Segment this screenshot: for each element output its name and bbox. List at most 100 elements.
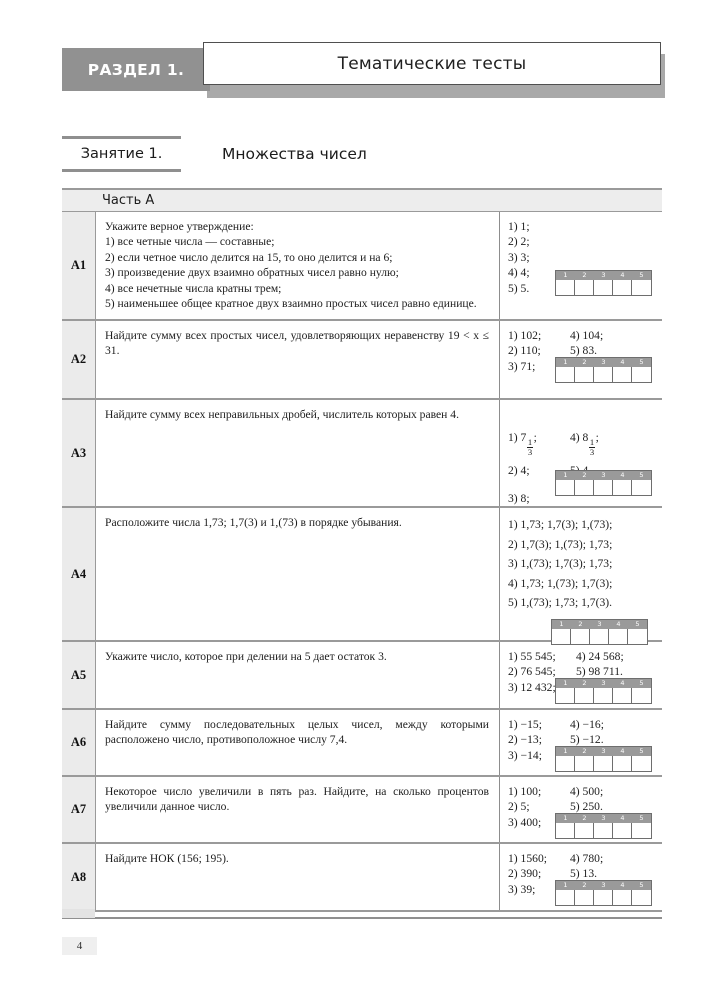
answer-grid-cell[interactable] bbox=[552, 628, 571, 644]
answer-option[interactable]: 2) 5; bbox=[508, 800, 530, 814]
answer-option[interactable]: 4) −16; bbox=[570, 718, 604, 731]
answer-grid-cell[interactable] bbox=[632, 890, 651, 905]
answer-grid-cell[interactable] bbox=[556, 823, 575, 838]
answer-grid[interactable]: 1 2 3 4 5 bbox=[555, 678, 652, 704]
answer-grid-cell[interactable] bbox=[594, 756, 613, 771]
answer-option[interactable]: 1) 100; bbox=[508, 785, 542, 798]
answer-grid-cell[interactable] bbox=[594, 890, 613, 905]
answer-grid-cell[interactable] bbox=[632, 480, 651, 495]
answer-grid-cell[interactable] bbox=[556, 480, 575, 495]
answer-grid-cell[interactable] bbox=[590, 628, 609, 644]
answer-grid-cell[interactable] bbox=[556, 367, 575, 382]
answer-grid-cell[interactable] bbox=[556, 890, 575, 905]
answer-grid-digit: 1 bbox=[563, 471, 568, 479]
answer-grid[interactable]: 1 2 3 4 5 bbox=[555, 813, 652, 839]
answer-option[interactable]: 5) 5. bbox=[508, 281, 530, 295]
answer-grid-cell[interactable] bbox=[613, 890, 632, 905]
answer-grid-cells[interactable] bbox=[556, 688, 651, 703]
answer-grid-cell[interactable] bbox=[632, 367, 651, 382]
answer-option[interactable]: 4) 24 568; bbox=[576, 650, 624, 663]
answer-option[interactable]: 2) 390; bbox=[508, 867, 542, 881]
answer-option[interactable]: 4) 8 1 3; bbox=[570, 431, 599, 457]
answer-grid-cell[interactable] bbox=[632, 280, 651, 295]
answer-option[interactable]: 4) 1,73; 1,(73); 1,7(3); bbox=[508, 576, 613, 590]
answer-option[interactable]: 4) 104; bbox=[570, 329, 604, 342]
answer-grid-cells[interactable] bbox=[556, 756, 651, 771]
answer-grid-cell[interactable] bbox=[556, 756, 575, 771]
answer-grid-cell[interactable] bbox=[632, 756, 651, 771]
answer-grid-cell[interactable] bbox=[613, 756, 632, 771]
answer-option[interactable]: 5) 13. bbox=[570, 867, 598, 881]
answer-option[interactable]: 2) 110; bbox=[508, 344, 541, 358]
answer-grid[interactable]: 1 2 3 4 5 bbox=[555, 746, 652, 772]
answer-option[interactable]: 3) 400; bbox=[508, 815, 542, 829]
answer-option[interactable]: 3) 3; bbox=[508, 250, 530, 264]
answer-grid-cell[interactable] bbox=[594, 823, 613, 838]
answer-grid-cell[interactable] bbox=[632, 688, 651, 703]
answer-option[interactable]: 3) 12 432; bbox=[508, 680, 556, 694]
answer-grid-cell[interactable] bbox=[575, 367, 594, 382]
answer-option[interactable]: 2) 76 545; bbox=[508, 665, 556, 679]
answer-grid[interactable]: 1 2 3 4 5 bbox=[555, 880, 652, 906]
answer-option[interactable]: 3) 71; bbox=[508, 359, 536, 373]
answer-grid-cell[interactable] bbox=[594, 480, 613, 495]
answer-grid-cell[interactable] bbox=[575, 480, 594, 495]
answer-grid-cell[interactable] bbox=[556, 280, 575, 295]
answer-option[interactable]: 4) 780; bbox=[570, 852, 604, 865]
answer-option[interactable]: 2) 2; bbox=[508, 235, 530, 249]
answer-grid-cell[interactable] bbox=[632, 823, 651, 838]
answer-option[interactable]: 4) 4; bbox=[508, 266, 530, 280]
answer-grid-cell[interactable] bbox=[571, 628, 590, 644]
answer-option[interactable]: 1) 7 1 3; bbox=[508, 431, 537, 457]
answer-grid-cells[interactable] bbox=[556, 280, 651, 295]
answer-option[interactable]: 3) 39; bbox=[508, 882, 536, 896]
answer-grid-cell[interactable] bbox=[575, 823, 594, 838]
answer-option[interactable]: 3) 1,(73); 1,7(3); 1,73; bbox=[508, 557, 613, 570]
answer-grid-cell[interactable] bbox=[613, 480, 632, 495]
answer-grid-cell[interactable] bbox=[575, 890, 594, 905]
answer-option[interactable]: 5) 98 711. bbox=[576, 665, 623, 679]
answer-option[interactable]: 2) −13; bbox=[508, 733, 542, 747]
answer-options-cell: 1) 102; 2) 110; 3) 71; 4) 104; 5) 83. 1 … bbox=[500, 321, 662, 398]
page-title: Тематические тесты bbox=[337, 53, 527, 74]
answer-option[interactable]: 5) 1,(73); 1,73; 1,7(3). bbox=[508, 596, 613, 609]
answer-option[interactable]: 1) 102; bbox=[508, 329, 542, 342]
answer-option[interactable]: 4) 500; bbox=[570, 785, 604, 798]
answer-grid-cell[interactable] bbox=[575, 280, 594, 295]
answer-grid-cell[interactable] bbox=[613, 280, 632, 295]
answer-grid-cell[interactable] bbox=[575, 756, 594, 771]
answer-option[interactable]: 3) 8; bbox=[508, 492, 530, 506]
answer-grid[interactable]: 1 2 3 4 5 bbox=[555, 270, 652, 296]
answer-grid-cell[interactable] bbox=[613, 823, 632, 838]
answer-grid-cells[interactable] bbox=[556, 367, 651, 382]
answer-option[interactable]: 1) −15; bbox=[508, 718, 542, 731]
answer-grid-cell[interactable] bbox=[556, 688, 575, 703]
answer-option[interactable]: 1) 1,73; 1,7(3); 1,(73); bbox=[508, 518, 613, 531]
answer-option[interactable]: 1) 1; bbox=[508, 220, 530, 233]
answer-grid[interactable]: 1 2 3 4 5 bbox=[551, 618, 648, 645]
answer-option[interactable]: 5) 83. bbox=[570, 344, 598, 358]
answer-grid-cell[interactable] bbox=[613, 688, 632, 703]
answer-grid-cell[interactable] bbox=[575, 688, 594, 703]
answer-column-right: 4) 500; 5) 250. bbox=[570, 784, 603, 830]
answer-option[interactable]: 2) 1,7(3); 1,(73); 1,73; bbox=[508, 537, 613, 551]
answer-grid[interactable]: 1 2 3 4 5 bbox=[555, 470, 652, 496]
answer-grid[interactable]: 1 2 3 4 5 bbox=[555, 357, 652, 383]
answer-grid-cell[interactable] bbox=[613, 367, 632, 382]
answer-grid-cell[interactable] bbox=[594, 688, 613, 703]
answer-grid-cell[interactable] bbox=[609, 628, 628, 644]
answer-grid-cells[interactable] bbox=[556, 823, 651, 838]
answer-option[interactable]: 5) −12. bbox=[570, 733, 604, 747]
answer-option[interactable]: 3) −14; bbox=[508, 748, 542, 762]
answer-grid-cells[interactable] bbox=[556, 480, 651, 495]
answer-grid-cell[interactable] bbox=[594, 280, 613, 295]
answer-grid-cells[interactable] bbox=[556, 890, 651, 905]
answer-option[interactable]: 2) 4; bbox=[508, 464, 530, 478]
answer-option[interactable]: 1) 1560; bbox=[508, 852, 547, 865]
answer-grid-cells[interactable] bbox=[552, 628, 647, 644]
answer-grid-cell[interactable] bbox=[594, 367, 613, 382]
part-header-row: Часть А bbox=[62, 188, 662, 212]
answer-option[interactable]: 1) 55 545; bbox=[508, 650, 556, 663]
answer-option[interactable]: 5) 250. bbox=[570, 800, 603, 814]
